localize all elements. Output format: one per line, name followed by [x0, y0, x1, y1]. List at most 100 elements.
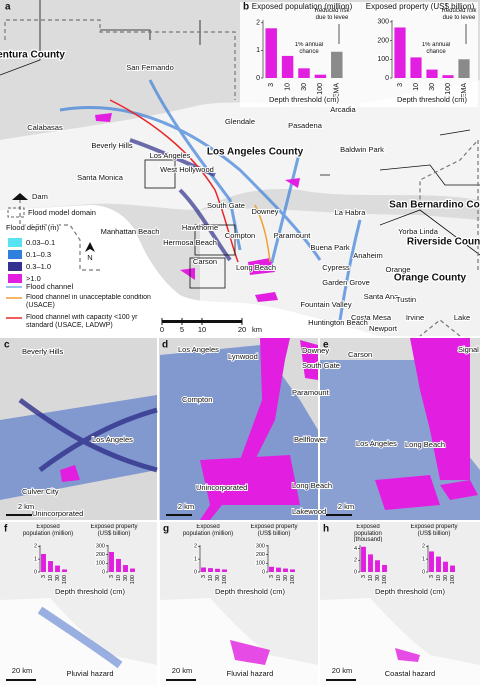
place-label: Los Angeles — [178, 345, 219, 354]
place-label: Carson — [348, 350, 372, 359]
bar — [331, 51, 343, 78]
bar — [426, 69, 438, 78]
bar — [201, 567, 206, 572]
chart-title: Exposed property (US$ billion) — [90, 524, 138, 537]
north-arrow — [85, 242, 95, 252]
chart-title: Exposed property (US$ billion) — [90, 524, 138, 537]
bar — [281, 55, 294, 78]
north-label: N — [87, 253, 92, 262]
bar — [314, 74, 327, 78]
legend-text: 0.03–0.1 — [26, 238, 55, 247]
bar — [62, 569, 67, 572]
y-tick-label: 0 — [34, 569, 37, 575]
panel-letter: d — [162, 340, 168, 351]
legend-text: Flood channel in unacceptable condition … — [26, 294, 151, 309]
bar — [298, 68, 310, 78]
scale-label: 20 — [238, 325, 246, 334]
domain-swatch — [7, 207, 25, 218]
panel-d-map — [159, 338, 318, 520]
x-tick-label: 100 — [450, 575, 456, 584]
bar — [41, 554, 46, 572]
place-label: Downey — [302, 346, 329, 355]
bar — [429, 551, 434, 572]
panel-e-map — [320, 338, 480, 520]
place-label: Huntington Beach — [308, 318, 368, 327]
place-label: Hermosa Beach — [163, 238, 217, 247]
y-tick-label: 0 — [262, 569, 265, 575]
y-tick-label: 300 — [377, 19, 389, 26]
place-label: Compton — [225, 231, 255, 240]
bar — [458, 59, 470, 78]
bar — [382, 564, 387, 572]
scale-label: 2 km — [178, 502, 194, 511]
y-tick-label: 0 — [194, 569, 197, 575]
y-tick-label: 1 — [194, 557, 197, 563]
bar — [276, 567, 281, 572]
panel-letter: h — [323, 524, 329, 535]
basin — [0, 80, 480, 210]
x-tick-label: FEMA — [461, 83, 468, 103]
place-label: Arcadia — [330, 105, 356, 114]
x-tick-label: 10 — [48, 575, 54, 581]
y-tick-label: 2 — [354, 558, 357, 564]
axis-label: Depth threshold (cm) — [55, 587, 126, 596]
chart-title: Exposed property (US$ billion) — [366, 2, 475, 11]
chart-title: Exposed property (US$ billion) — [410, 524, 457, 537]
place-label: San Fernando — [126, 63, 174, 72]
county-label: Los Angeles County — [207, 147, 304, 158]
scale-label: 10 — [198, 325, 206, 334]
y-tick-label: 100 — [377, 56, 389, 63]
bar — [130, 568, 135, 572]
y-tick-label: 0 — [354, 569, 357, 575]
channel-capacity — [109, 99, 239, 263]
inset-box — [144, 159, 176, 189]
y-tick-label: 2 — [256, 20, 260, 27]
county-label: Ventura County — [0, 50, 65, 61]
panel-letter: g — [163, 524, 169, 535]
chart-title: Exposed population (million) — [22, 524, 74, 537]
annotation: Reduced risk due to levee — [441, 8, 477, 21]
place-label: Buena Park — [310, 243, 349, 252]
bar — [208, 568, 213, 572]
y-tick-label: 1 — [34, 557, 37, 563]
hazard-label: Fluvial hazard — [227, 669, 274, 678]
place-label: West Hollywood — [160, 165, 214, 174]
legend-text: Flood channel — [26, 282, 73, 291]
scale-bar — [326, 679, 356, 681]
bar — [410, 57, 422, 78]
bar — [375, 560, 380, 572]
bar — [123, 565, 128, 572]
x-tick-label: 3 — [201, 575, 207, 578]
scale-bar — [6, 514, 32, 516]
place-label: Lake — [454, 313, 470, 322]
y-tick-label: 300 — [256, 543, 265, 549]
place-label: Paramount — [292, 388, 330, 397]
x-tick-label: 100 — [62, 575, 68, 584]
depth-swatch — [8, 250, 22, 259]
bar — [436, 556, 441, 572]
chart-title: Exposed property (US$ billion) — [250, 524, 298, 537]
axis-label: Depth threshold (cm) — [269, 95, 340, 104]
place-label: Pasadena — [288, 121, 323, 130]
y-tick-label: 1 — [256, 47, 260, 54]
x-tick-label: 100 — [290, 575, 296, 584]
place-label: Fountain Valley — [300, 300, 351, 309]
x-tick-label: 30 — [215, 575, 221, 581]
chart-title: Exposed population (thousand) — [353, 524, 383, 542]
scale-label: 20 km — [12, 666, 32, 675]
place-label: Santa Ana — [364, 292, 399, 301]
legend-text: 0.3–1.0 — [26, 262, 51, 271]
x-tick-label: 10 — [276, 575, 282, 581]
x-tick-label: 3 — [361, 575, 367, 578]
bar — [215, 568, 220, 572]
scale-label: 5 — [180, 325, 184, 334]
panel-letter: f — [4, 524, 8, 535]
y-tick-label: 100 — [96, 561, 105, 567]
scale-label: 0 — [160, 325, 164, 334]
legend-title: Flood depth (m) — [6, 223, 59, 232]
y-tick-label: 200 — [377, 37, 389, 44]
y-tick-label: 200 — [96, 552, 105, 558]
place-label: Costa Mesa — [351, 313, 392, 322]
x-tick-label: 100 — [130, 575, 136, 584]
place-label: Compton — [182, 395, 212, 404]
